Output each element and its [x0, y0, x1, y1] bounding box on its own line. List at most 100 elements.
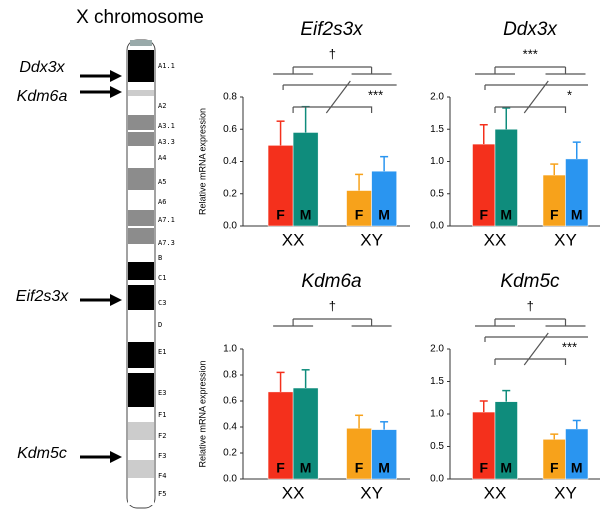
band: [128, 342, 154, 368]
band: [128, 96, 154, 113]
significance: †: [329, 46, 336, 61]
bar-series-label: M: [300, 207, 312, 223]
chart-title: Kdm6a: [301, 271, 361, 292]
bracket: [273, 318, 392, 327]
bar: [371, 170, 397, 227]
band: [128, 210, 154, 226]
y-tick-label: 1.5: [430, 124, 444, 135]
x-tick-label: XY: [554, 483, 577, 502]
band: [128, 132, 154, 146]
band-label: F3: [158, 452, 166, 460]
significance: ***: [562, 339, 577, 354]
y-axis-label: Relative mRNA expression: [197, 360, 207, 467]
bar: [292, 387, 319, 480]
y-tick-label: 0.8: [223, 92, 237, 103]
band-label: B: [158, 254, 162, 262]
bar-series-label: M: [378, 207, 390, 223]
bar-series-label: M: [378, 460, 390, 476]
band-label: E1: [158, 348, 166, 356]
arrow-head: [110, 451, 122, 463]
gene-label: Ddx3x: [19, 59, 65, 76]
band: [128, 228, 154, 244]
x-tick-label: XX: [282, 483, 305, 502]
bracket: [273, 66, 392, 75]
arrow-head: [110, 294, 122, 306]
y-tick-label: 0.5: [430, 188, 444, 199]
band: [128, 460, 154, 478]
bracket: [484, 332, 588, 366]
band-label: A3.3: [158, 138, 175, 146]
band: [128, 168, 154, 190]
bar: [346, 428, 372, 480]
ideogram-title: X chromosome: [76, 7, 204, 28]
y-axis-label: Relative mRNA expression: [197, 108, 207, 215]
y-tick-label: 0.0: [223, 221, 237, 232]
y-tick-label: 0.0: [223, 474, 237, 485]
y-tick-label: 0.8: [223, 370, 237, 381]
y-tick-label: 0.2: [223, 448, 237, 459]
bar-series-label: M: [300, 460, 312, 476]
band: [128, 262, 154, 280]
band: [128, 480, 154, 505]
y-tick-label: 0.5: [430, 441, 444, 452]
band-label: A3.1: [158, 122, 175, 130]
bar: [292, 132, 319, 227]
band: [128, 115, 154, 130]
y-tick-label: 0.4: [223, 156, 237, 167]
band: [128, 148, 154, 165]
band-label: A4: [158, 154, 166, 162]
chart-title: Kdm5c: [500, 271, 560, 292]
arrow-head: [110, 70, 122, 82]
bar-series-label: M: [571, 207, 583, 223]
x-tick-label: XY: [360, 230, 383, 249]
y-tick-label: 2.0: [430, 92, 444, 103]
y-tick-label: 1.5: [430, 376, 444, 387]
band: [128, 90, 154, 96]
x-tick-label: XY: [360, 483, 383, 502]
band-label: A7.3: [158, 239, 175, 247]
bar-series-label: F: [276, 460, 285, 476]
band-label: E3: [158, 389, 166, 397]
band-label: A7.1: [158, 216, 175, 224]
significance: ***: [523, 46, 538, 61]
band: [128, 312, 154, 340]
band-label: A2: [158, 102, 166, 110]
significance: †: [329, 298, 336, 313]
bar: [267, 391, 294, 480]
y-tick-label: 0.6: [223, 124, 237, 135]
bracket: [475, 66, 586, 75]
band-label: A5: [158, 178, 166, 186]
bar-series-label: F: [355, 207, 364, 223]
significance: *: [567, 87, 572, 102]
band: [128, 422, 154, 440]
bar-series-label: M: [500, 207, 512, 223]
significance: ***: [368, 87, 383, 102]
band: [128, 192, 154, 208]
chart-title: Eif2s3x: [300, 19, 364, 40]
bar-series-label: F: [479, 460, 488, 476]
band-label: F2: [158, 432, 166, 440]
bar-series-label: M: [500, 460, 512, 476]
arrow-head: [110, 86, 122, 98]
band-label: F1: [158, 411, 166, 419]
band: [128, 285, 154, 310]
x-tick-label: XX: [282, 230, 305, 249]
band: [128, 246, 154, 260]
band-label: A1.1: [158, 62, 175, 70]
bar-series-label: M: [571, 460, 583, 476]
bar: [371, 429, 397, 480]
gene-label: Eif2s3x: [16, 288, 69, 305]
bar-series-label: F: [550, 460, 559, 476]
band: [128, 409, 154, 420]
bar-series-label: F: [355, 460, 364, 476]
x-tick-label: XX: [484, 230, 507, 249]
band-label: A6: [158, 198, 166, 206]
y-tick-label: 0.6: [223, 396, 237, 407]
significance: †: [527, 298, 534, 313]
bracket: [282, 80, 397, 114]
y-tick-label: 0.0: [430, 221, 444, 232]
x-tick-label: XY: [554, 230, 577, 249]
band-label: C1: [158, 274, 166, 282]
